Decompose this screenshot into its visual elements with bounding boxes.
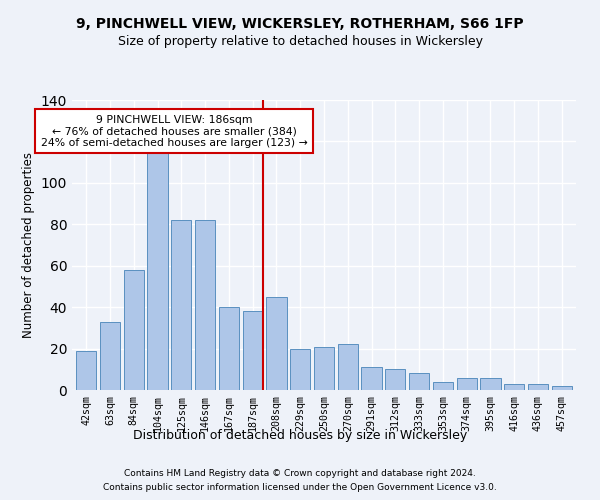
- Text: Contains HM Land Registry data © Crown copyright and database right 2024.: Contains HM Land Registry data © Crown c…: [124, 470, 476, 478]
- Bar: [433, 382, 453, 390]
- Bar: [361, 367, 382, 390]
- Bar: [409, 374, 429, 390]
- Text: 9 PINCHWELL VIEW: 186sqm
← 76% of detached houses are smaller (384)
24% of semi-: 9 PINCHWELL VIEW: 186sqm ← 76% of detach…: [41, 114, 308, 148]
- Bar: [219, 307, 239, 390]
- Bar: [171, 220, 191, 390]
- Bar: [457, 378, 477, 390]
- Text: Contains public sector information licensed under the Open Government Licence v3: Contains public sector information licen…: [103, 483, 497, 492]
- Bar: [76, 350, 97, 390]
- Bar: [338, 344, 358, 390]
- Bar: [551, 386, 572, 390]
- Bar: [504, 384, 524, 390]
- Bar: [100, 322, 120, 390]
- Text: 9, PINCHWELL VIEW, WICKERSLEY, ROTHERHAM, S66 1FP: 9, PINCHWELL VIEW, WICKERSLEY, ROTHERHAM…: [76, 18, 524, 32]
- Text: Distribution of detached houses by size in Wickersley: Distribution of detached houses by size …: [133, 428, 467, 442]
- Bar: [481, 378, 500, 390]
- Text: Size of property relative to detached houses in Wickersley: Size of property relative to detached ho…: [118, 35, 482, 48]
- Bar: [242, 312, 263, 390]
- Bar: [195, 220, 215, 390]
- Bar: [266, 297, 287, 390]
- Y-axis label: Number of detached properties: Number of detached properties: [22, 152, 35, 338]
- Bar: [314, 346, 334, 390]
- Bar: [148, 144, 167, 390]
- Bar: [124, 270, 144, 390]
- Bar: [290, 348, 310, 390]
- Bar: [528, 384, 548, 390]
- Bar: [385, 370, 406, 390]
